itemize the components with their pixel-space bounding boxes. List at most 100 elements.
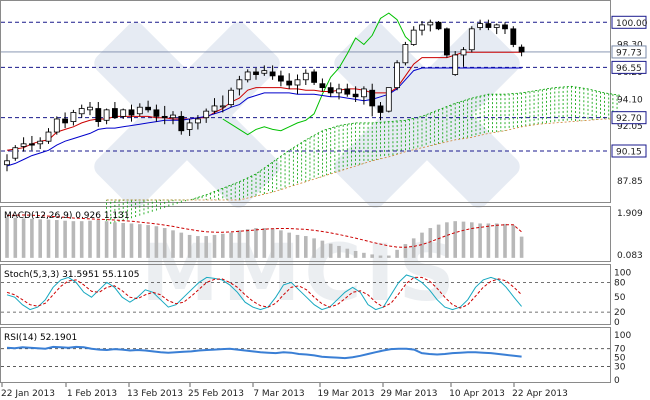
candle-body (244, 71, 251, 81)
candle-body (228, 89, 235, 106)
macd-bar (403, 244, 408, 258)
x-tick-label: 13 Feb 2013 (127, 389, 183, 399)
price-level-box-frame (611, 60, 647, 74)
candle-body (419, 24, 425, 31)
candle-body (178, 115, 185, 132)
candle-body (203, 110, 210, 119)
macd-bar (30, 218, 34, 258)
candle-body (327, 87, 334, 94)
candle-body (377, 105, 384, 113)
macd-bar (353, 250, 358, 258)
macd-bar (279, 230, 283, 258)
macd-bar (121, 223, 125, 258)
candle (360, 86, 367, 105)
candle (128, 104, 135, 122)
macd-bar (362, 252, 366, 258)
macd-bar (254, 228, 258, 258)
candle (236, 75, 243, 96)
macd-signal-line (6, 214, 522, 248)
candle (419, 20, 425, 36)
ichimoku-cloud (106, 85, 622, 225)
candle (20, 137, 27, 152)
candle (336, 83, 342, 100)
candle-body (253, 71, 259, 75)
macd-bar (5, 216, 9, 258)
macd-bar (511, 225, 516, 258)
macd-bar (287, 232, 291, 258)
price-level-box-label: 97.73 (616, 48, 642, 58)
price-level-box-label: 96.55 (616, 64, 642, 74)
macd-bar (378, 255, 383, 258)
price-level-box-frame (611, 144, 647, 158)
candle (369, 83, 376, 117)
candle (294, 74, 301, 95)
macd-bar (237, 230, 242, 258)
candle (286, 73, 293, 89)
macd-tick-label: 0.083 (617, 251, 643, 261)
price-tick-label: 92.05 (617, 122, 643, 132)
price-indicator-line-1 (6, 51, 522, 151)
candle-body (4, 160, 10, 166)
rsi-line-0 (6, 345, 522, 360)
macd-bar (96, 220, 101, 258)
candle (136, 103, 143, 117)
candle-body (369, 89, 376, 107)
candle (344, 83, 351, 97)
macd-bar (295, 234, 300, 258)
macd-bar (304, 236, 308, 258)
macd-bar (395, 249, 399, 258)
candle (37, 137, 44, 150)
candle (103, 108, 110, 125)
candle-body (45, 131, 52, 142)
macd-bar (328, 243, 333, 258)
candle-body (311, 71, 318, 83)
candle (443, 27, 450, 58)
macd-bar (486, 223, 491, 258)
candle (510, 26, 517, 48)
candle (53, 116, 60, 135)
macd-panel: 1.909 0.083 (5, 209, 643, 261)
candle-body (460, 49, 467, 56)
candle-body (502, 24, 508, 30)
x-tick-label: 22 Apr 2013 (512, 389, 568, 399)
candle-body (277, 75, 284, 82)
candle (410, 26, 417, 46)
rsi-panel-frame (0, 327, 611, 383)
macd-bar (138, 224, 142, 258)
macd-bar (38, 219, 42, 258)
candle (435, 20, 442, 31)
cloud-span-a (106, 85, 622, 201)
macd-bar (154, 226, 159, 258)
price-level-box: 92.70 (611, 111, 647, 125)
macd-bar (428, 228, 433, 258)
candle-body (344, 88, 351, 95)
stoch-tick-label: 20 (614, 308, 626, 318)
candle-body (352, 93, 359, 98)
candle-body (452, 54, 459, 75)
candle-body (136, 106, 143, 115)
macd-bar (212, 234, 217, 258)
macd-bar (179, 232, 184, 258)
macd-bar (503, 223, 507, 258)
candle (485, 19, 492, 31)
macd-bar (420, 232, 424, 258)
macd-label: MACD(12,26,9) 0.926 1.131 (4, 211, 130, 221)
candle-body (385, 87, 392, 112)
rsi-label: RSI(14) 52.1901 (4, 333, 77, 343)
candle-body (161, 115, 168, 119)
candle (253, 68, 259, 80)
candle (518, 44, 525, 57)
x-axis: 22 Jan 2013 1 Feb 2013 13 Feb 2013 25 Feb 2… (1, 383, 568, 399)
candle (203, 108, 210, 123)
candle (161, 105, 168, 125)
x-tick-label: 22 Jan 2013 (1, 389, 55, 399)
price-level-box-label: 100.00 (616, 19, 648, 29)
candle-body (286, 80, 293, 86)
price-level-box: 96.55 (611, 60, 647, 74)
price-tick-label: 94.10 (617, 95, 643, 105)
candle-body (70, 112, 77, 122)
macd-bar (519, 236, 524, 258)
candle (427, 19, 434, 32)
candle (385, 87, 392, 113)
